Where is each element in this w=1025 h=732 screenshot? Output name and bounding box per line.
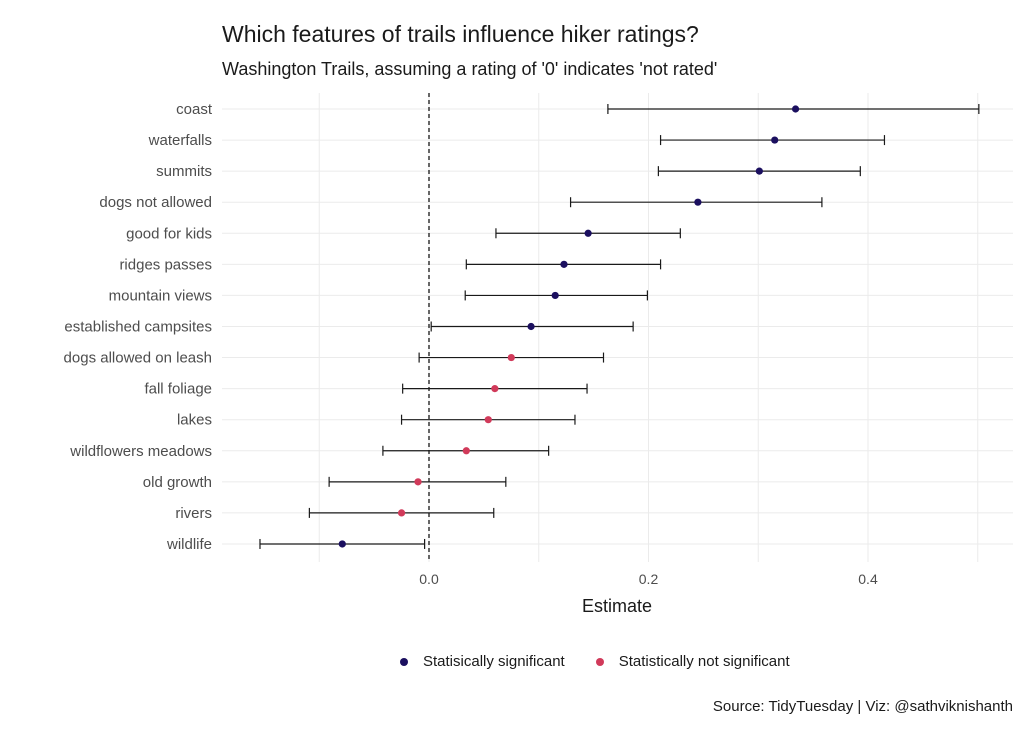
estimate-point bbox=[491, 385, 499, 393]
estimate-point bbox=[414, 478, 422, 486]
legend-item-significant: Statisically significant bbox=[392, 653, 565, 670]
estimate-point bbox=[755, 167, 763, 175]
estimate-point bbox=[484, 416, 492, 424]
x-tick-label: 0.0 bbox=[419, 571, 439, 587]
estimate-point bbox=[338, 540, 346, 548]
y-tick-label: dogs allowed on leash bbox=[64, 350, 212, 367]
y-tick-label: fall foliage bbox=[144, 381, 212, 398]
legend-label-significant: Statisically significant bbox=[423, 653, 565, 670]
y-tick-label: old growth bbox=[143, 474, 212, 491]
estimate-point bbox=[584, 229, 592, 237]
y-tick-label: dogs not allowed bbox=[99, 194, 212, 211]
not-significant-dot-icon bbox=[595, 657, 604, 666]
estimate-point bbox=[507, 353, 515, 362]
y-tick-label: wildlife bbox=[166, 536, 212, 553]
y-tick-label: wildflowers meadows bbox=[69, 443, 212, 460]
y-tick-label: waterfalls bbox=[148, 132, 212, 149]
x-axis-title: Estimate bbox=[582, 596, 652, 616]
y-tick-label: rivers bbox=[175, 505, 212, 522]
legend-item-not-significant: Statistically not significant bbox=[588, 653, 790, 670]
estimate-point bbox=[527, 322, 535, 331]
y-tick-label: summits bbox=[156, 163, 212, 180]
y-tick-label: good for kids bbox=[126, 225, 212, 242]
x-tick-label: 0.2 bbox=[639, 571, 659, 587]
chart-title: Which features of trails influence hiker… bbox=[222, 21, 699, 47]
estimate-point bbox=[462, 447, 470, 455]
legend: Statisically significant Statistically n… bbox=[392, 653, 813, 670]
estimate-point bbox=[551, 291, 559, 300]
estimate-point bbox=[560, 260, 568, 268]
y-tick-label: established campsites bbox=[64, 318, 212, 335]
legend-label-not-significant: Statistically not significant bbox=[618, 653, 790, 670]
coefficient-plot: coast waterfalls summits dogs not allowed go… bbox=[64, 93, 1013, 616]
estimate-point bbox=[397, 509, 406, 517]
x-tick-label: 0.4 bbox=[858, 571, 878, 587]
estimate-point bbox=[791, 105, 800, 113]
estimate-point bbox=[694, 198, 702, 206]
y-tick-label: mountain views bbox=[109, 287, 212, 304]
chart-subtitle: Washington Trails, assuming a rating of … bbox=[222, 59, 718, 79]
source-caption: Source: TidyTuesday | Viz: @sathviknisha… bbox=[712, 698, 1013, 715]
y-tick-label: coast bbox=[176, 101, 213, 118]
significant-dot-icon bbox=[400, 657, 408, 666]
y-tick-label: ridges passes bbox=[119, 256, 212, 273]
y-tick-label: lakes bbox=[177, 412, 212, 429]
estimate-point bbox=[771, 136, 779, 144]
